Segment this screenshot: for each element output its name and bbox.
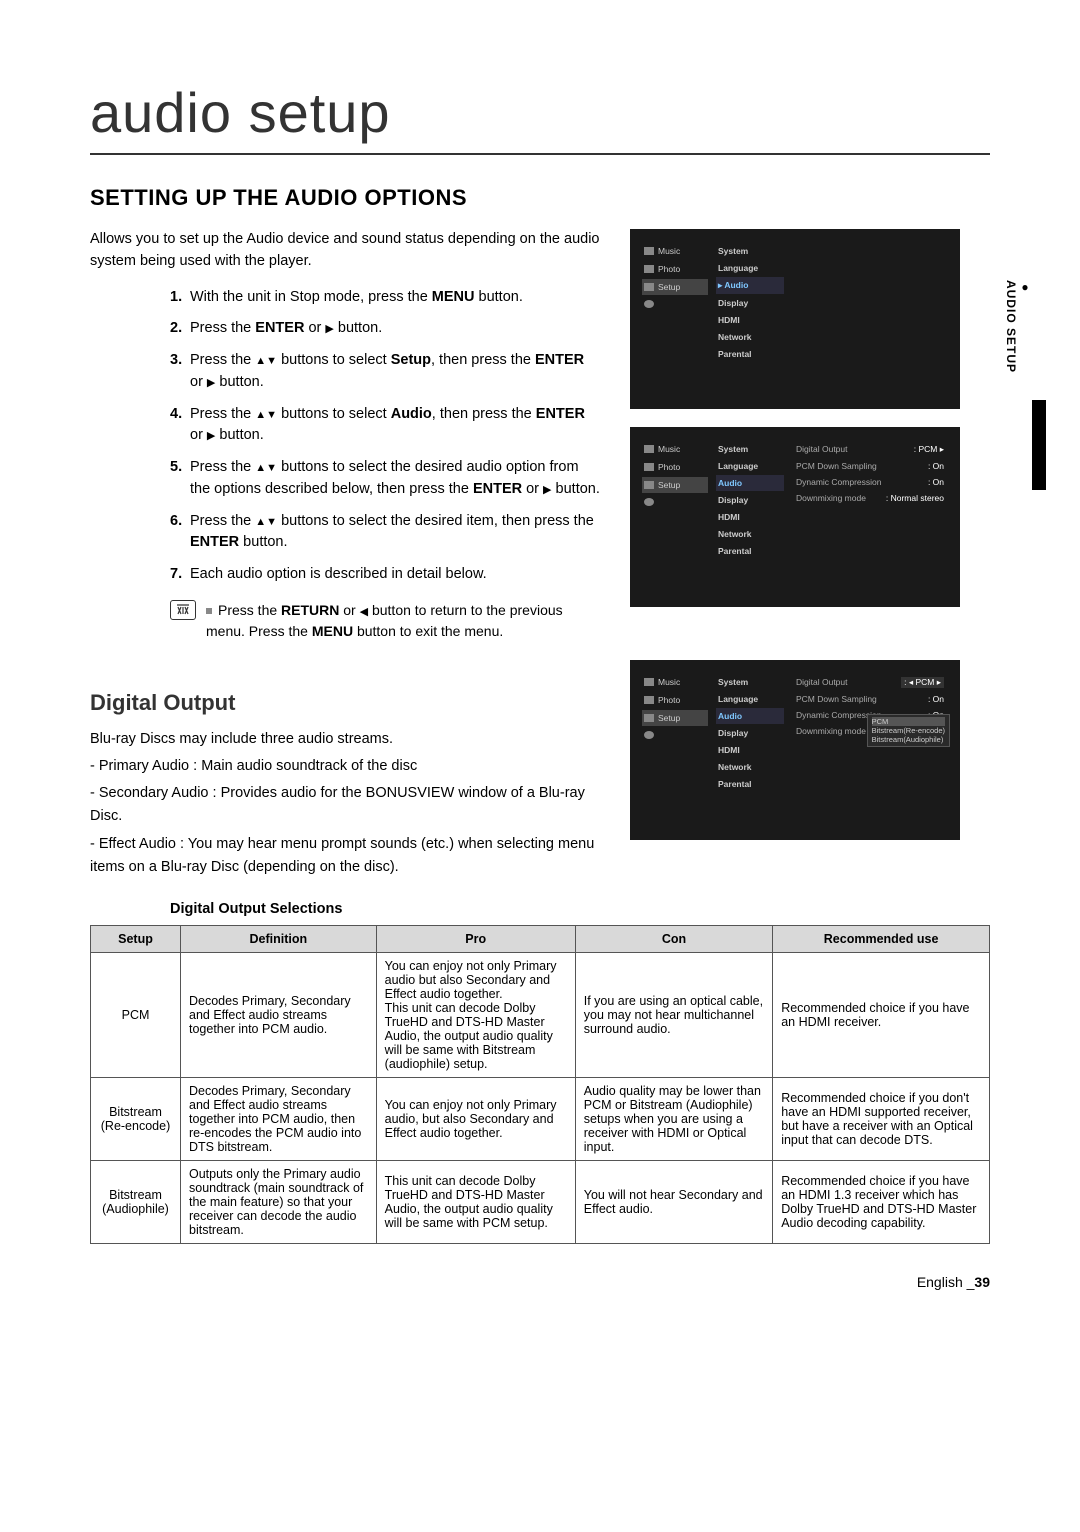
note-icon bbox=[170, 600, 196, 620]
screenshot-3: MusicPhotoSetup SystemLanguageAudioDispl… bbox=[630, 660, 960, 840]
digital-output-intro: Blu-ray Discs may include three audio st… bbox=[90, 728, 600, 879]
note-box: Press the RETURN or ◀ button to return t… bbox=[90, 600, 600, 642]
side-tab-marker bbox=[1032, 400, 1046, 490]
table-header: Recommended use bbox=[773, 925, 990, 952]
table-header: Definition bbox=[181, 925, 377, 952]
digital-output-title: Digital Output bbox=[90, 690, 600, 716]
table-header: Setup bbox=[91, 925, 181, 952]
section-title: SETTING UP THE AUDIO OPTIONS bbox=[90, 185, 990, 211]
steps-list: 1.With the unit in Stop mode, press the … bbox=[90, 287, 600, 586]
step-item: 3.Press the ▲▼ buttons to select Setup, … bbox=[170, 350, 600, 394]
table-row: Bitstream (Audiophile)Outputs only the P… bbox=[91, 1160, 990, 1243]
note-text: Press the RETURN or ◀ button to return t… bbox=[206, 600, 600, 642]
table-row: PCMDecodes Primary, Secondary and Effect… bbox=[91, 952, 990, 1077]
step-item: 1.With the unit in Stop mode, press the … bbox=[170, 287, 600, 309]
table-row: Bitstream (Re-encode)Decodes Primary, Se… bbox=[91, 1077, 990, 1160]
table-header: Con bbox=[575, 925, 772, 952]
screenshot-1: MusicPhotoSetup SystemLanguage▸ AudioDis… bbox=[630, 229, 960, 409]
digital-output-table: SetupDefinitionProConRecommended use PCM… bbox=[90, 925, 990, 1244]
step-item: 6.Press the ▲▼ buttons to select the des… bbox=[170, 511, 600, 555]
intro-text: Allows you to set up the Audio device an… bbox=[90, 229, 600, 273]
page-title: audio setup bbox=[90, 80, 990, 155]
do-selections-title: Digital Output Selections bbox=[90, 901, 990, 917]
side-tab: AUDIO SETUP bbox=[1004, 280, 1032, 373]
table-header: Pro bbox=[376, 925, 575, 952]
step-item: 5.Press the ▲▼ buttons to select the des… bbox=[170, 457, 600, 501]
step-item: 2.Press the ENTER or ▶ button. bbox=[170, 318, 600, 340]
step-item: 7.Each audio option is described in deta… bbox=[170, 564, 600, 586]
step-item: 4.Press the ▲▼ buttons to select Audio, … bbox=[170, 404, 600, 448]
page-footer: English _39 bbox=[90, 1274, 990, 1290]
screenshot-2: MusicPhotoSetup SystemLanguageAudioDispl… bbox=[630, 427, 960, 607]
